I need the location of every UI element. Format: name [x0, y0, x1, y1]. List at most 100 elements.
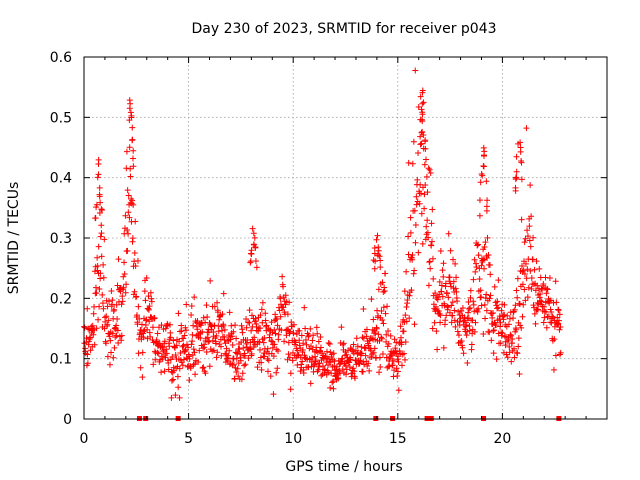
data-point — [410, 138, 417, 145]
data-point — [120, 284, 127, 291]
data-point — [127, 100, 134, 107]
data-point — [226, 347, 233, 354]
data-point — [528, 213, 535, 220]
y-tick-label: 0.2 — [50, 291, 72, 307]
data-point — [490, 327, 497, 334]
data-point — [186, 353, 193, 360]
data-point — [267, 373, 274, 380]
data-point — [440, 344, 447, 351]
data-point — [96, 303, 103, 310]
data-point — [220, 290, 227, 297]
data-point — [100, 305, 107, 312]
data-point — [384, 303, 391, 310]
data-point — [329, 379, 336, 386]
data-point — [251, 234, 258, 241]
data-point — [552, 278, 559, 285]
data-point — [300, 369, 307, 376]
data-point — [406, 315, 413, 322]
data-point — [478, 262, 485, 269]
data-point — [557, 323, 564, 330]
data-point — [95, 156, 102, 163]
data-point — [483, 307, 490, 314]
data-point — [452, 260, 459, 267]
data-point — [557, 349, 564, 356]
data-point — [459, 304, 466, 311]
data-point — [474, 308, 481, 315]
data-point — [473, 264, 480, 271]
data-point — [215, 328, 222, 335]
data-point — [271, 341, 278, 348]
data-point — [505, 321, 512, 328]
data-point — [126, 214, 133, 221]
data-point — [270, 353, 277, 360]
data-point — [222, 350, 229, 357]
data-point — [484, 234, 491, 241]
data-point — [495, 277, 502, 284]
data-point — [219, 327, 226, 334]
data-point — [256, 346, 263, 353]
data-point — [105, 317, 112, 324]
data-point — [202, 370, 209, 377]
data-point — [400, 350, 407, 357]
data-point — [440, 273, 447, 280]
data-point — [389, 362, 396, 369]
data-point — [403, 304, 410, 311]
data-point — [292, 339, 299, 346]
data-point — [555, 306, 562, 313]
data-point — [236, 346, 243, 353]
data-point — [511, 354, 518, 361]
data-point — [175, 310, 182, 317]
data-point — [202, 319, 209, 326]
data-point — [155, 350, 162, 357]
data-point — [351, 368, 358, 375]
data-point — [220, 322, 227, 329]
data-point — [379, 279, 386, 286]
data-point — [296, 337, 303, 344]
data-point — [533, 258, 540, 265]
data-point — [455, 308, 462, 315]
data-point — [262, 310, 269, 317]
data-point — [91, 341, 98, 348]
data-point — [261, 334, 268, 341]
data-point — [403, 318, 410, 325]
data-point — [247, 346, 254, 353]
data-point — [258, 359, 265, 366]
data-point — [363, 326, 370, 333]
data-point — [191, 360, 198, 367]
data-point — [400, 328, 407, 335]
data-point — [372, 330, 379, 337]
data-point — [439, 267, 446, 274]
data-point — [189, 331, 196, 338]
data-point — [326, 341, 333, 348]
data-point — [91, 303, 98, 310]
data-point — [131, 250, 138, 257]
data-point — [378, 335, 385, 342]
data-point — [375, 244, 382, 251]
data-point — [280, 283, 287, 290]
data-point — [413, 193, 420, 200]
data-point — [263, 322, 270, 329]
data-point — [512, 174, 519, 181]
data-point — [397, 323, 404, 330]
data-point — [530, 234, 537, 241]
data-point — [273, 369, 280, 376]
data-point — [455, 332, 462, 339]
data-point — [99, 300, 106, 307]
data-point — [87, 334, 94, 341]
data-point — [346, 363, 353, 370]
data-point — [158, 369, 165, 376]
data-point — [230, 328, 237, 335]
data-point — [154, 349, 161, 356]
data-point — [480, 256, 487, 263]
data-point — [287, 386, 294, 393]
data-point — [276, 307, 283, 314]
data-point — [181, 332, 188, 339]
data-point — [501, 301, 508, 308]
data-point — [285, 351, 292, 358]
data-point — [527, 243, 534, 250]
data-point — [187, 365, 194, 372]
data-point — [397, 334, 404, 341]
data-point — [206, 363, 213, 370]
data-point — [419, 87, 426, 94]
